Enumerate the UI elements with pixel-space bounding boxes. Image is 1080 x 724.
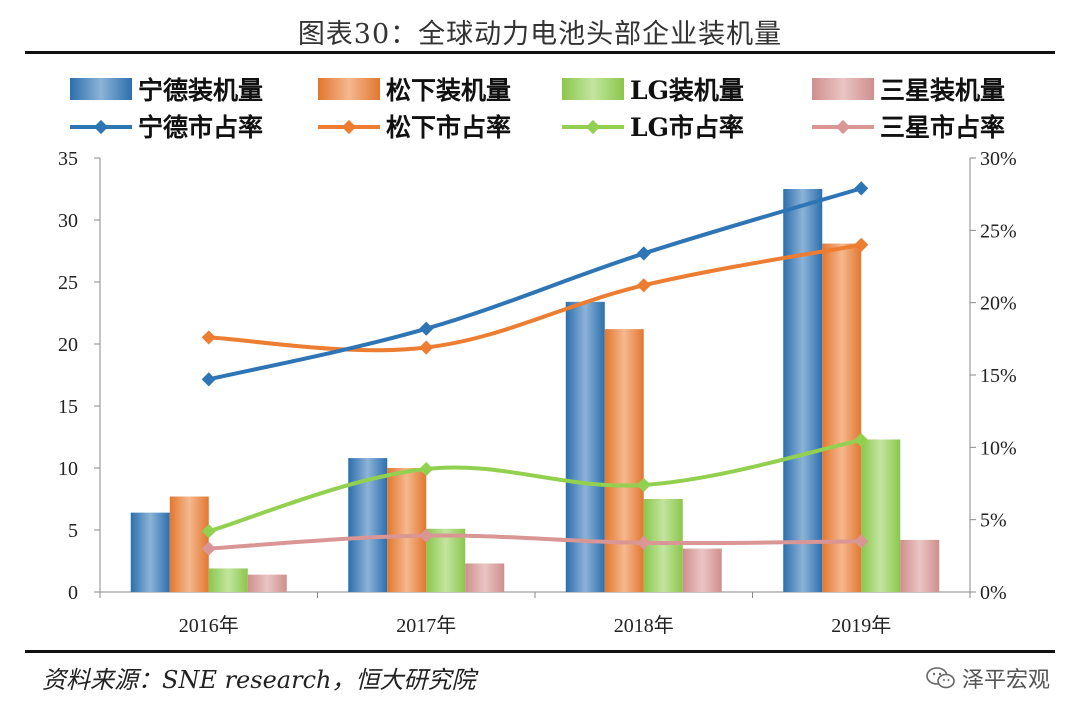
right-tick-label: 5% <box>980 510 1007 532</box>
legend-swatch <box>318 78 380 100</box>
x-tick-label: 2018年 <box>614 614 674 637</box>
bar <box>208 568 248 592</box>
legend-label: 宁德装机量 <box>138 76 263 105</box>
line-marker <box>636 535 651 550</box>
legend-label: 松下市占率 <box>386 113 511 142</box>
bar <box>643 499 683 592</box>
bar <box>900 539 940 592</box>
bar <box>822 243 862 592</box>
line-marker <box>201 330 216 345</box>
right-tick-label: 15% <box>980 365 1017 387</box>
left-tick-label: 20 <box>58 334 78 356</box>
bar <box>604 329 644 592</box>
bar <box>387 468 427 592</box>
bar <box>169 496 209 592</box>
bar <box>426 528 466 592</box>
bar <box>565 301 605 592</box>
bar <box>247 574 287 592</box>
left-tick-label: 5 <box>68 520 78 542</box>
line-marker <box>636 278 651 293</box>
line-marker <box>419 461 434 477</box>
right-tick-label: 20% <box>980 293 1017 315</box>
left-tick-label: 0 <box>68 582 78 604</box>
left-tick-label: 35 <box>58 148 78 170</box>
right-tick-label: 25% <box>980 220 1017 242</box>
legend-swatch <box>70 78 132 100</box>
line-marker <box>636 246 651 261</box>
bar <box>682 548 722 592</box>
wechat-icon <box>926 667 955 689</box>
bar <box>130 512 170 592</box>
watermark-text: 泽平宏观 <box>961 668 1050 693</box>
line-marker <box>636 477 651 493</box>
bar <box>783 189 823 592</box>
line-marker <box>854 181 869 196</box>
legend-label: 三星市占率 <box>880 113 1005 142</box>
series-line <box>208 186 862 382</box>
line-marker <box>201 372 216 387</box>
x-tick-label: 2016年 <box>179 614 239 637</box>
legend-marker <box>93 119 109 135</box>
line-marker <box>854 237 869 252</box>
line-marker <box>854 433 869 448</box>
line-marker <box>419 321 434 336</box>
left-tick-label: 30 <box>58 210 78 232</box>
legend-marker <box>341 119 357 135</box>
line-marker <box>854 534 869 549</box>
right-tick-label: 0% <box>980 582 1007 604</box>
left-tick-label: 10 <box>58 458 78 480</box>
legend-label: 宁德市占率 <box>138 113 263 142</box>
line-marker <box>201 524 216 539</box>
line-marker <box>419 340 434 355</box>
chart-title: 图表30：全球动力电池头部企业装机量 <box>297 19 783 50</box>
line-marker <box>201 541 216 556</box>
right-tick-label: 30% <box>980 148 1017 170</box>
bottom-rule <box>25 650 1055 653</box>
x-tick-label: 2017年 <box>396 614 456 637</box>
line-marker <box>419 528 434 543</box>
left-tick-label: 25 <box>58 272 78 294</box>
legend-label: LG装机量 <box>630 76 744 105</box>
legend-label: 松下装机量 <box>386 76 511 105</box>
legend-swatch <box>812 78 874 100</box>
source-note: 资料来源：SNE research，恒大研究院 <box>42 666 476 694</box>
series-line <box>208 242 862 353</box>
series-line <box>208 533 862 551</box>
legend-marker <box>585 119 601 135</box>
bar <box>861 439 901 592</box>
right-tick-label: 10% <box>980 437 1017 459</box>
watermark: 泽平宏观 <box>926 662 1050 694</box>
legend-label: LG市占率 <box>630 113 744 142</box>
left-tick-label: 15 <box>58 396 78 418</box>
legend-marker <box>835 119 851 135</box>
x-tick-label: 2019年 <box>831 614 891 637</box>
bar <box>465 563 505 592</box>
top-rule <box>25 51 1055 54</box>
legend-label: 三星装机量 <box>880 76 1005 105</box>
legend-swatch <box>562 78 624 100</box>
series-line <box>208 438 862 534</box>
